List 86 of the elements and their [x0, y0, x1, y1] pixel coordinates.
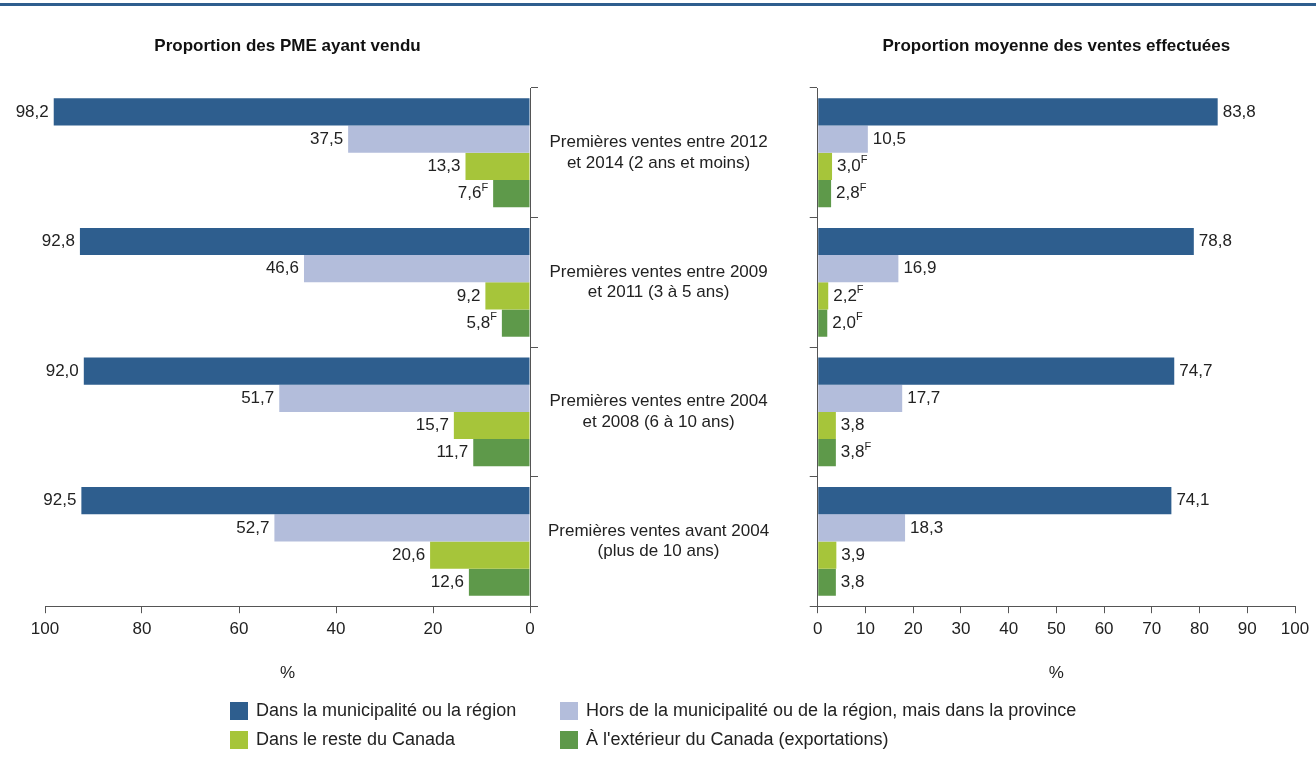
data-label: 15,7: [415, 415, 449, 435]
legend-label: Dans la municipalité ou la région: [256, 700, 517, 721]
bar: [818, 541, 837, 569]
x-tick-label: 80: [132, 619, 152, 639]
bar: [818, 568, 836, 596]
x-tick-label: 0: [812, 619, 823, 639]
bar: [818, 255, 899, 283]
bar: [818, 514, 906, 542]
data-label: 20,6: [392, 544, 426, 564]
data-label: 83,8: [1222, 101, 1256, 121]
data-label: 10,5: [872, 128, 906, 148]
y-tick-label: Premières ventes entre 2004 et 2008 (6 à 10 ans): [549, 391, 768, 431]
x-tick-label: 40: [999, 619, 1019, 639]
x-tick-label: 100: [30, 619, 60, 639]
bar: [468, 568, 530, 596]
x-tick-label: 0: [525, 619, 535, 639]
data-label: 92,0: [45, 360, 79, 380]
data-label: 9,2: [456, 285, 481, 305]
bar: [53, 98, 530, 126]
bar: [501, 309, 530, 337]
y-tick-label: Premières ventes avant 2004 (plus de 10 ans): [548, 520, 770, 561]
y-tick-label: Premières ventes entre 2012 et 2014 (2 ans et moins): [549, 132, 768, 172]
bar: [473, 439, 530, 467]
data-label: 92,5: [43, 490, 77, 510]
y-tick-label: Premières ventes entre 2009 et 2011 (3 à 5 ans): [549, 261, 768, 302]
data-label: 17,7: [907, 387, 941, 407]
x-tick-label: 90: [1237, 619, 1257, 639]
x-tick-label: 10: [855, 619, 875, 639]
x-tick-label: 40: [326, 619, 346, 639]
x-axis-title: %: [1048, 663, 1064, 683]
data-label: 92,8: [41, 231, 75, 251]
data-label: 12,6: [430, 571, 464, 591]
bar: [430, 541, 530, 569]
bar: [818, 411, 836, 440]
x-tick-label: 80: [1190, 619, 1210, 639]
bar: [818, 357, 1175, 385]
bar: [818, 487, 1172, 515]
bar: [465, 152, 530, 180]
x-tick-label: 100: [1280, 619, 1310, 639]
data-label: 52,7: [236, 517, 270, 537]
bar: [818, 152, 833, 180]
legend-label: Hors de la municipalité ou de la région, mais dans la province: [586, 700, 1077, 721]
legend-label: Dans le reste du Canada: [256, 729, 456, 750]
data-label: 98,2: [15, 101, 49, 121]
data-label: 16,9: [903, 258, 937, 278]
bar: [81, 487, 530, 515]
bar: [453, 411, 530, 440]
bar: [818, 227, 1194, 256]
x-tick-label: 70: [1142, 619, 1162, 639]
bar: [818, 179, 832, 208]
x-tick-label: 60: [229, 619, 249, 639]
bar: [83, 357, 530, 385]
data-label: 18,3: [910, 517, 944, 537]
data-label: 51,7: [241, 387, 275, 407]
data-label: 3,9: [841, 544, 865, 564]
bar: [818, 309, 828, 337]
x-tick-label: 20: [423, 619, 443, 639]
chart-title: Proportion moyenne des ventes effectuées: [882, 35, 1231, 55]
bar: [279, 384, 530, 412]
bar: [274, 514, 530, 542]
data-label: 46,6: [265, 258, 299, 278]
data-label: 11,7: [436, 442, 469, 462]
data-label: 13,3: [427, 156, 461, 176]
bar: [493, 179, 530, 208]
bar: [818, 384, 903, 412]
bar: [348, 125, 530, 153]
x-tick-label: 30: [951, 619, 971, 639]
data-label: 3,8: [840, 571, 865, 591]
bar: [818, 282, 829, 310]
bar: [485, 282, 530, 310]
legend-label: À l'extérieur du Canada (exportations): [586, 729, 889, 750]
data-label: 74,1: [1176, 490, 1210, 510]
bar: [303, 255, 530, 283]
bar: [79, 227, 530, 256]
data-label: 74,7: [1179, 360, 1213, 380]
bar: [818, 98, 1218, 126]
bar: [818, 439, 836, 467]
bar: [818, 125, 868, 153]
chart-title: Proportion des PME ayant vendu: [154, 35, 421, 55]
x-tick-label: 50: [1046, 619, 1066, 639]
data-label: 37,5: [310, 128, 344, 148]
data-label: 78,8: [1198, 231, 1232, 251]
x-tick-label: 20: [903, 619, 923, 639]
x-tick-label: 60: [1094, 619, 1114, 639]
x-axis-title: %: [279, 663, 296, 683]
data-label: 3,8: [840, 415, 865, 435]
